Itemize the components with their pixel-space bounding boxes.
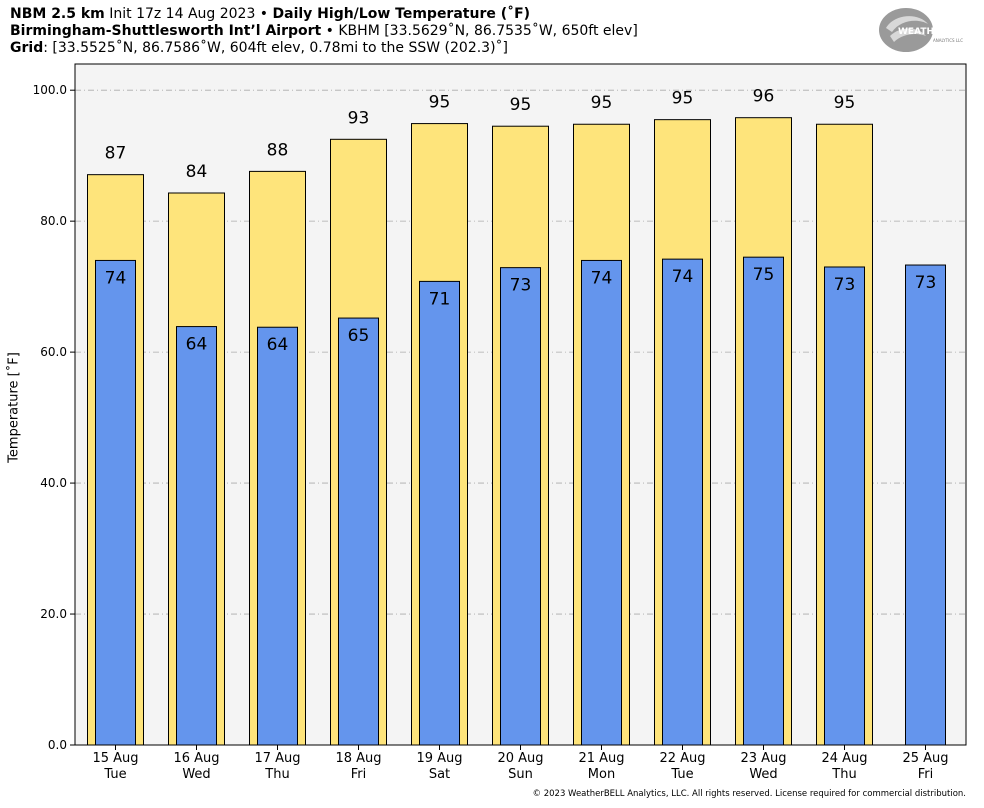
high-temp-label: 84 <box>186 162 208 182</box>
copyright-notice: © 2023 WeatherBELL Analytics, LLC. All r… <box>532 789 966 799</box>
logo-text: WEATHERBELL <box>898 27 968 37</box>
x-tick-day: Wed <box>749 767 777 782</box>
x-tick-day: Tue <box>103 767 126 782</box>
y-tick-label: 20.0 <box>40 607 67 621</box>
y-tick-label: 40.0 <box>40 476 67 490</box>
high-temp-label: 88 <box>267 140 289 160</box>
high-temp-label: 95 <box>834 93 856 113</box>
grid-info: : [33.5525˚N, 86.7586˚W, 604ft elev, 0.7… <box>43 40 509 56</box>
low-temp-bar <box>176 326 217 746</box>
low-temp-label: 71 <box>429 289 451 309</box>
low-temp-label: 74 <box>672 267 694 287</box>
high-temp-label: 93 <box>348 108 370 128</box>
x-tick-day: Thu <box>264 767 289 782</box>
x-tick-day: Sat <box>429 767 450 782</box>
x-tick-day: Fri <box>351 767 367 782</box>
logo-subtext: ANALYTICS LLC <box>933 38 963 43</box>
x-tick-date: 17 Aug <box>254 751 300 766</box>
low-temp-bar <box>905 264 946 746</box>
x-tick-date: 22 Aug <box>659 751 705 766</box>
x-tick-day: Wed <box>182 767 210 782</box>
y-tick-label: 0.0 <box>48 738 67 752</box>
low-temp-label: 64 <box>267 335 289 355</box>
x-tick-date: 23 Aug <box>740 751 786 766</box>
chart-title: Daily High/Low Temperature (˚F) <box>272 6 531 22</box>
low-temp-bar <box>338 317 379 746</box>
low-temp-bar <box>500 267 541 746</box>
low-temp-bar <box>257 326 298 746</box>
y-tick-label: 80.0 <box>40 214 67 228</box>
x-tick-date: 19 Aug <box>416 751 462 766</box>
x-tick-date: 25 Aug <box>902 751 948 766</box>
low-temp-label: 73 <box>915 273 937 293</box>
low-temp-bar <box>662 258 703 746</box>
weatherbell-logo: WEATHERBELL ANALYTICS LLC <box>879 8 968 52</box>
x-tick-day: Mon <box>588 767 615 782</box>
low-temp-bar <box>743 256 784 746</box>
high-temp-label: 96 <box>753 87 775 107</box>
high-temp-label: 95 <box>591 93 613 113</box>
station-name: Birmingham-Shuttlesworth Intʼl Airport <box>10 23 322 39</box>
high-temp-label: 95 <box>510 95 532 115</box>
low-temp-label: 74 <box>591 268 613 288</box>
low-temp-label: 74 <box>105 268 127 288</box>
low-temp-label: 64 <box>186 335 208 355</box>
low-temp-bar <box>95 259 136 746</box>
y-tick-label: 60.0 <box>40 345 67 359</box>
high-temp-label: 87 <box>105 144 127 164</box>
station-info: • KBHM [33.5629˚N, 86.7535˚W, 650ft elev… <box>321 23 638 39</box>
title-line-1: NBM 2.5 km Init 17z 14 Aug 2023 • Daily … <box>10 6 638 23</box>
x-tick-day: Sun <box>508 767 533 782</box>
low-temp-label: 73 <box>834 275 856 295</box>
high-temp-label: 95 <box>672 89 694 109</box>
title-line-3: Grid: [33.5525˚N, 86.7586˚W, 604ft elev,… <box>10 40 638 57</box>
x-tick-date: 15 Aug <box>92 751 138 766</box>
model-name: NBM 2.5 km <box>10 6 105 22</box>
high-temp-label: 95 <box>429 93 451 113</box>
low-temp-label: 75 <box>753 265 775 285</box>
y-tick-label: 100.0 <box>33 83 67 97</box>
chart-header: NBM 2.5 km Init 17z 14 Aug 2023 • Daily … <box>10 6 638 57</box>
low-temp-label: 73 <box>510 276 532 296</box>
init-time: Init 17z 14 Aug 2023 • <box>104 6 273 22</box>
x-tick-date: 24 Aug <box>821 751 867 766</box>
x-tick-date: 20 Aug <box>497 751 543 766</box>
x-tick-day: Fri <box>918 767 934 782</box>
low-temp-bar <box>419 280 460 746</box>
low-temp-bar <box>824 266 865 746</box>
x-tick-day: Thu <box>831 767 856 782</box>
x-tick-day: Tue <box>670 767 693 782</box>
title-line-2: Birmingham-Shuttlesworth Intʼl Airport •… <box>10 23 638 40</box>
x-tick-date: 21 Aug <box>578 751 624 766</box>
low-temp-label: 65 <box>348 326 370 346</box>
x-tick-date: 18 Aug <box>335 751 381 766</box>
low-temp-bar <box>581 259 622 746</box>
x-tick-date: 16 Aug <box>173 751 219 766</box>
grid-label: Grid <box>10 40 44 56</box>
